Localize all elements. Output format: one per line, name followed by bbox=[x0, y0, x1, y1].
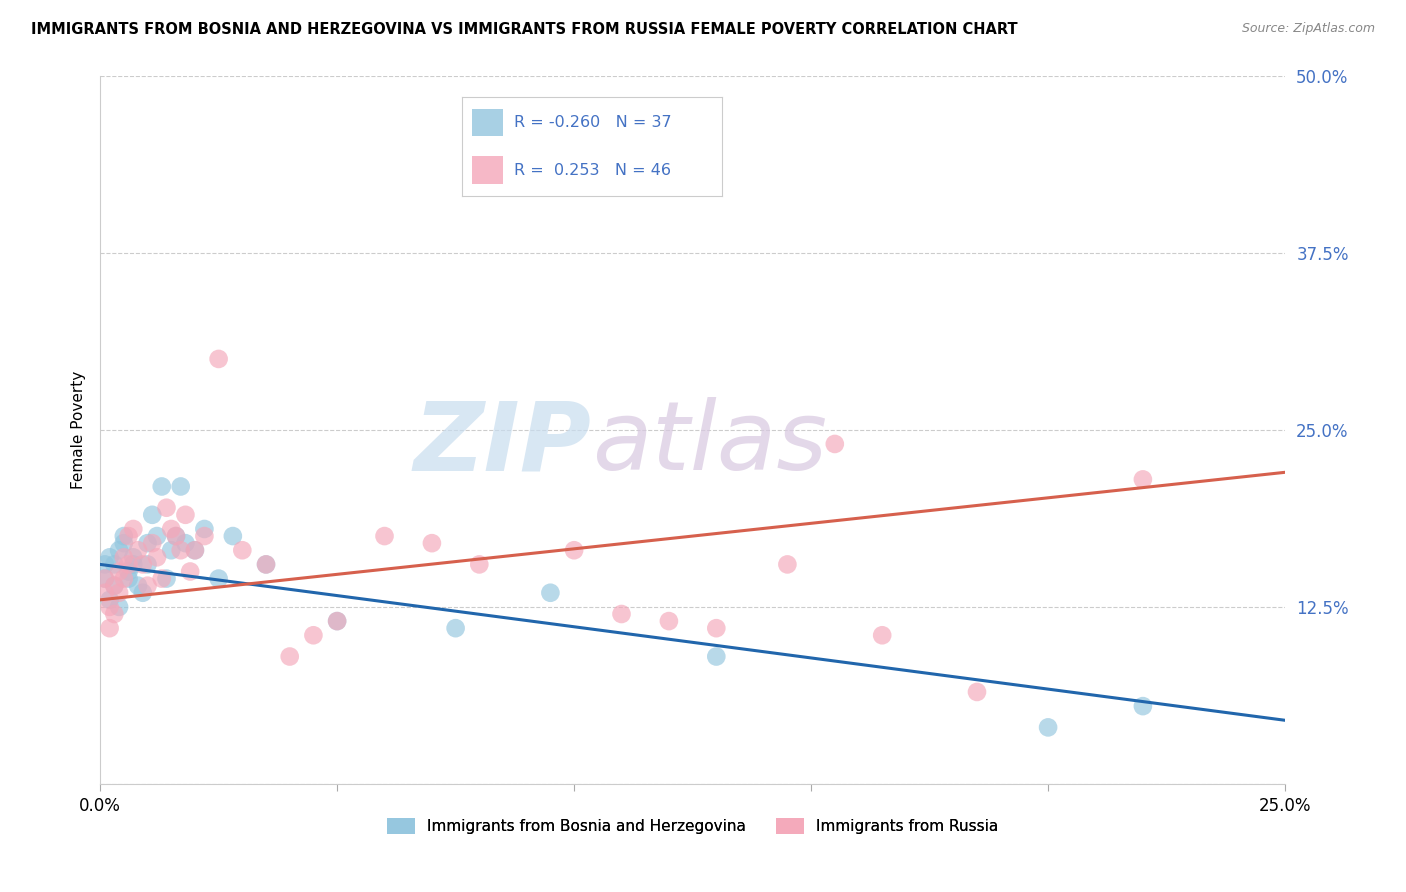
Point bbox=[824, 437, 846, 451]
Point bbox=[103, 558, 125, 572]
Point bbox=[658, 614, 681, 628]
Point bbox=[132, 586, 155, 600]
Point bbox=[146, 529, 169, 543]
Text: ZIP: ZIP bbox=[413, 398, 592, 491]
Point bbox=[108, 586, 131, 600]
Point bbox=[278, 649, 301, 664]
Point bbox=[117, 529, 139, 543]
Point bbox=[127, 579, 149, 593]
Point bbox=[254, 558, 277, 572]
Point bbox=[538, 586, 561, 600]
Point bbox=[141, 508, 163, 522]
Point bbox=[1132, 472, 1154, 486]
Point bbox=[373, 529, 395, 543]
Y-axis label: Female Poverty: Female Poverty bbox=[72, 371, 86, 489]
Point bbox=[112, 550, 135, 565]
Point bbox=[165, 529, 187, 543]
Point bbox=[870, 628, 893, 642]
Point bbox=[136, 558, 159, 572]
Point bbox=[117, 565, 139, 579]
Point bbox=[155, 500, 177, 515]
Legend: Immigrants from Bosnia and Herzegovina, Immigrants from Russia: Immigrants from Bosnia and Herzegovina, … bbox=[381, 812, 1004, 840]
Point bbox=[112, 572, 135, 586]
Point bbox=[231, 543, 253, 558]
Point bbox=[170, 543, 193, 558]
Point bbox=[136, 579, 159, 593]
Point bbox=[444, 621, 467, 635]
Point bbox=[150, 572, 173, 586]
Point bbox=[326, 614, 349, 628]
Point bbox=[108, 543, 131, 558]
Point bbox=[136, 536, 159, 550]
Point bbox=[108, 599, 131, 614]
Point bbox=[132, 558, 155, 572]
Point bbox=[174, 536, 197, 550]
Point bbox=[98, 592, 121, 607]
Point bbox=[122, 522, 145, 536]
Point bbox=[117, 572, 139, 586]
Point bbox=[141, 536, 163, 550]
Point bbox=[184, 543, 207, 558]
Point bbox=[170, 479, 193, 493]
Point bbox=[94, 572, 117, 586]
Point bbox=[1132, 699, 1154, 714]
Point bbox=[122, 558, 145, 572]
Point bbox=[94, 558, 117, 572]
Point bbox=[98, 550, 121, 565]
Point bbox=[468, 558, 491, 572]
Point bbox=[112, 536, 135, 550]
Point bbox=[150, 479, 173, 493]
Point bbox=[98, 599, 121, 614]
Point bbox=[207, 351, 229, 366]
Point bbox=[98, 621, 121, 635]
Point bbox=[193, 529, 215, 543]
Point bbox=[184, 543, 207, 558]
Point bbox=[160, 522, 183, 536]
Point bbox=[610, 607, 633, 621]
Point bbox=[155, 572, 177, 586]
Point bbox=[222, 529, 245, 543]
Point bbox=[254, 558, 277, 572]
Point bbox=[562, 543, 585, 558]
Point bbox=[776, 558, 799, 572]
Point bbox=[174, 508, 197, 522]
Point bbox=[117, 558, 139, 572]
Point bbox=[179, 565, 201, 579]
Point bbox=[966, 685, 988, 699]
Point bbox=[103, 607, 125, 621]
Point bbox=[420, 536, 443, 550]
Point bbox=[193, 522, 215, 536]
Point bbox=[108, 565, 131, 579]
Point bbox=[326, 614, 349, 628]
Point bbox=[207, 572, 229, 586]
Point bbox=[165, 529, 187, 543]
Point bbox=[146, 550, 169, 565]
Point bbox=[1036, 720, 1059, 734]
Point bbox=[94, 586, 117, 600]
Point bbox=[704, 621, 727, 635]
Point bbox=[103, 579, 125, 593]
Point bbox=[160, 543, 183, 558]
Point bbox=[112, 529, 135, 543]
Point bbox=[302, 628, 325, 642]
Point bbox=[122, 550, 145, 565]
Point bbox=[127, 543, 149, 558]
Text: Source: ZipAtlas.com: Source: ZipAtlas.com bbox=[1241, 22, 1375, 36]
Point bbox=[516, 168, 538, 182]
Point bbox=[103, 579, 125, 593]
Text: atlas: atlas bbox=[592, 398, 827, 491]
Text: IMMIGRANTS FROM BOSNIA AND HERZEGOVINA VS IMMIGRANTS FROM RUSSIA FEMALE POVERTY : IMMIGRANTS FROM BOSNIA AND HERZEGOVINA V… bbox=[31, 22, 1018, 37]
Point bbox=[94, 572, 117, 586]
Point bbox=[704, 649, 727, 664]
